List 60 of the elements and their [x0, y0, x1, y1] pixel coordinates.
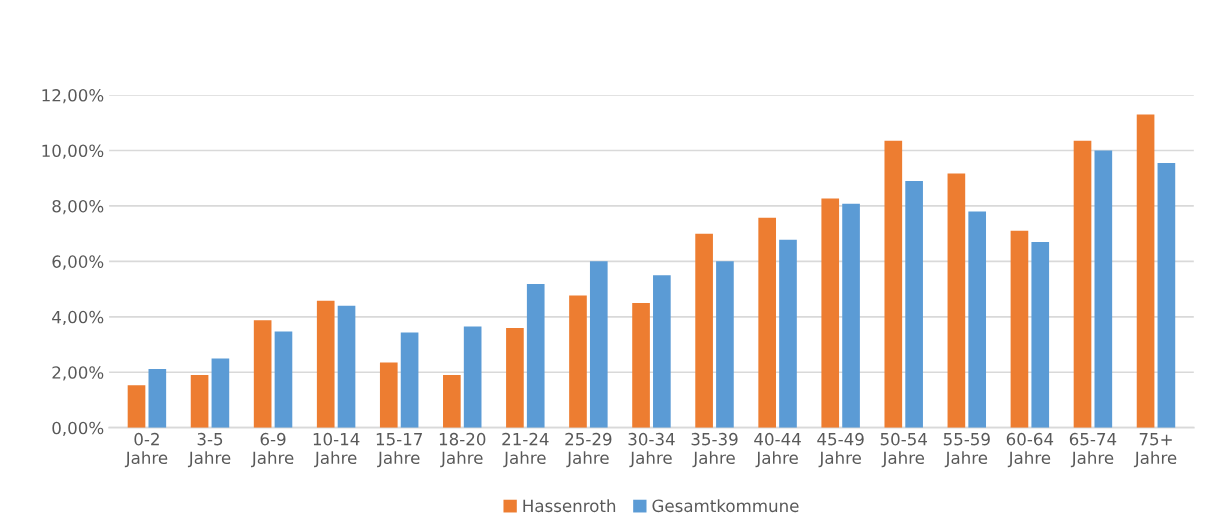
legend-label: Hassenroth [523, 499, 616, 513]
bar [148, 368, 167, 428]
bar [653, 275, 671, 428]
bar [211, 358, 230, 428]
bar [127, 385, 146, 428]
bar [274, 331, 293, 428]
y-tick-label: 4,00% [52, 310, 104, 326]
bar [506, 327, 524, 428]
x-tick-label: 45-49 Jahre [817, 432, 864, 468]
x-tick-label: 25-29 Jahre [565, 432, 612, 468]
x-tick-label: 35-39 Jahre [691, 432, 738, 468]
bar [842, 203, 860, 428]
x-tick-label: 30-34 Jahre [628, 432, 675, 468]
bar [716, 261, 734, 428]
bar [463, 326, 482, 428]
y-tick-label: 10,00% [42, 144, 104, 159]
y-tick-label: 2,00% [52, 366, 104, 381]
bar [253, 320, 272, 428]
bar [968, 211, 987, 428]
x-tick-label: 10-14 Jahre [313, 432, 360, 468]
bar [569, 295, 587, 428]
x-tick-label: 60-64 Jahre [1006, 432, 1054, 468]
bar [632, 302, 650, 428]
bar [905, 180, 923, 428]
x-tick-label: 21-24 Jahre [502, 432, 549, 468]
bar [337, 305, 356, 428]
x-tick-label: 55-59 Jahre [943, 432, 990, 468]
bar [1010, 230, 1029, 428]
bar [190, 375, 209, 428]
bar [443, 375, 461, 428]
x-tick-label: 75+ Jahre [1133, 433, 1177, 468]
x-tick-label: 3-5 Jahre [187, 432, 231, 468]
bar [379, 362, 398, 428]
y-tick-label: 8,00% [52, 199, 104, 215]
x-tick-label: 18-20 Jahre [439, 432, 486, 468]
bar [316, 300, 335, 428]
bar [779, 239, 797, 428]
bar [526, 284, 545, 428]
bar [1094, 150, 1113, 428]
x-tick-label: 50-54 Jahre [880, 432, 927, 468]
x-tick-label: 40-44 Jahre [754, 432, 801, 468]
bar [1136, 114, 1155, 428]
x-tick-label: 0-2 Jahre [124, 432, 168, 468]
bar [589, 261, 608, 428]
bar [884, 140, 903, 428]
bar [695, 233, 713, 428]
x-tick-label: 65-74 Jahre [1069, 432, 1117, 468]
y-tick-label: 6,00% [52, 255, 104, 270]
bar [1073, 140, 1092, 428]
y-tick-label: 12,00% [42, 89, 104, 104]
x-tick-label: 15-17 Jahre [376, 433, 422, 468]
y-tick-label: 0,00% [52, 421, 104, 436]
bar [1031, 241, 1050, 428]
x-tick-label: 6-9 Jahre [250, 432, 294, 468]
legend-label: Gesamtkommune [652, 499, 799, 513]
bar [1157, 162, 1176, 428]
bar [758, 217, 777, 428]
bar [821, 198, 840, 428]
bar [947, 173, 966, 428]
bar [400, 332, 419, 428]
